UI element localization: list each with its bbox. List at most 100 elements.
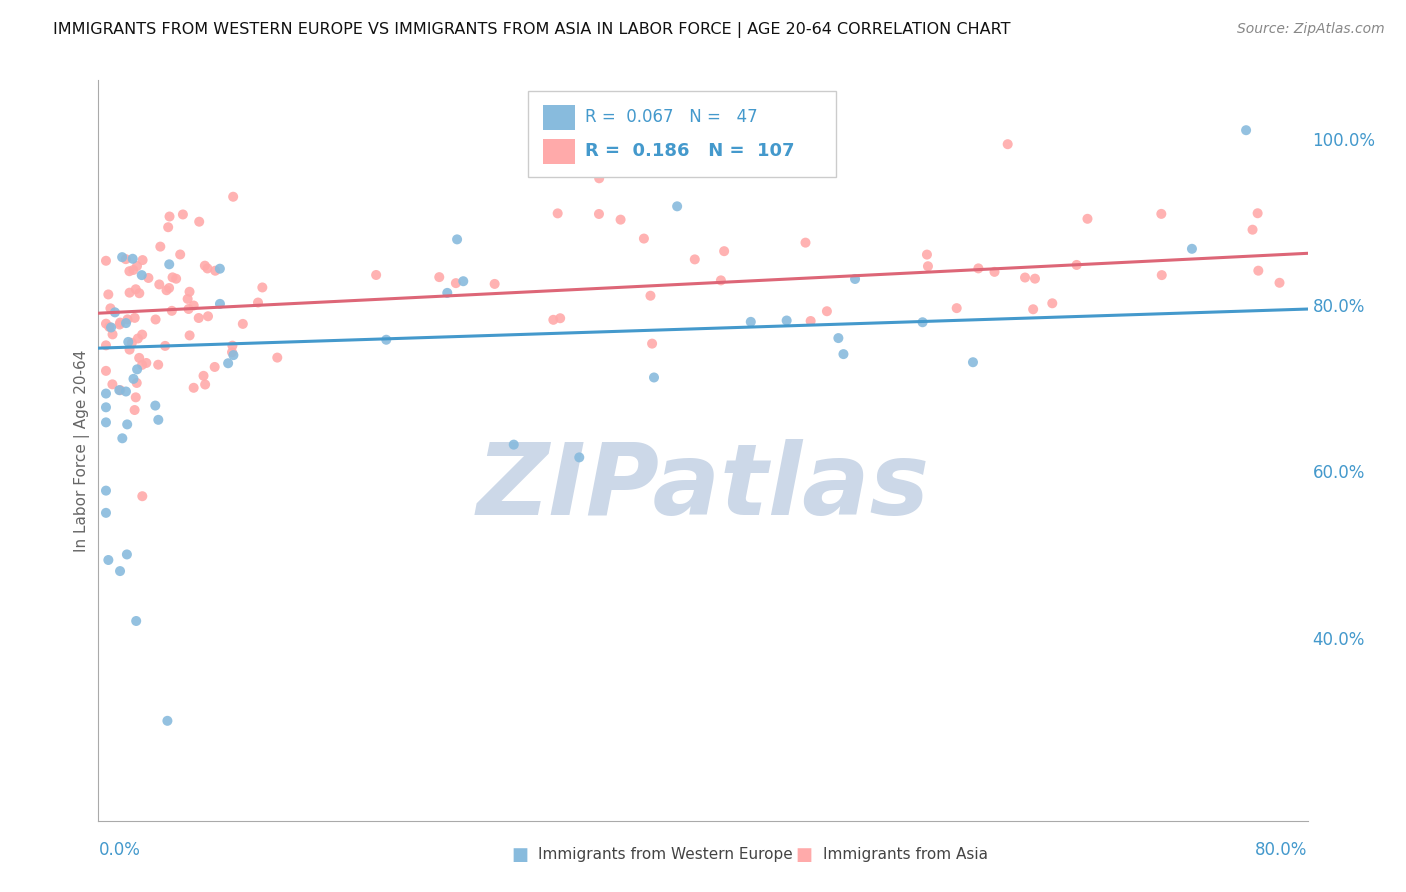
Point [157,257,180,271]
Point [101,327,124,342]
Point [125,376,148,390]
Point [94,364,117,378]
Point [100,301,122,316]
Point [98,319,121,334]
Point [588,171,610,186]
Point [143,399,166,413]
Point [194,377,217,392]
Point [108,564,131,578]
Point [97,553,120,567]
Point [641,336,664,351]
Point [157,220,180,235]
Point [609,212,631,227]
Point [713,244,735,259]
Point [794,235,817,250]
Point [122,372,145,386]
Point [125,614,148,628]
Point [117,334,139,349]
Point [232,317,254,331]
Point [117,312,139,326]
Point [366,268,388,282]
Point [131,489,153,503]
Point [945,301,967,315]
Point [962,355,984,369]
Text: 80.0%: 80.0% [1256,841,1308,859]
Point [1246,206,1268,220]
Point [183,381,205,395]
Bar [543,139,575,164]
Point [1150,268,1173,282]
Y-axis label: In Labor Force | Age 20-64: In Labor Force | Age 20-64 [75,350,90,551]
Point [177,301,200,316]
Point [484,277,506,291]
Point [444,276,467,290]
Point [94,401,117,415]
Point [451,274,474,288]
Point [1241,223,1264,237]
Point [145,312,167,326]
Point [222,348,245,362]
Point [115,384,138,399]
Point [118,264,141,278]
Point [160,303,183,318]
Point [149,239,172,253]
Point [179,328,201,343]
Point [179,285,201,299]
Point [172,207,194,221]
Point [683,252,706,267]
Point [148,277,170,292]
Point [208,261,231,276]
Point [188,215,211,229]
Point [827,331,849,345]
Point [159,210,181,224]
Point [94,416,117,430]
Text: Immigrants from Western Europe: Immigrants from Western Europe [538,847,793,862]
Point [94,317,117,331]
Point [176,292,198,306]
Point [115,417,138,432]
Point [131,268,153,282]
Point [633,231,655,245]
Text: IMMIGRANTS FROM WESTERN EUROPE VS IMMIGRANTS FROM ASIA IN LABOR FORCE | AGE 20-6: IMMIGRANTS FROM WESTERN EUROPE VS IMMIGR… [53,22,1011,38]
Point [124,310,146,325]
Point [127,362,149,376]
Point [666,199,689,213]
Point [162,270,184,285]
Text: R =  0.067   N =   47: R = 0.067 N = 47 [585,108,756,127]
Point [547,206,569,220]
Point [221,345,243,359]
Point [169,247,191,261]
Point [1014,270,1036,285]
Point [94,338,117,352]
Point [110,383,132,397]
Point [247,295,270,310]
Point [436,285,458,300]
Point [222,190,245,204]
Point [131,253,153,268]
Point [94,506,117,520]
Point [94,253,117,268]
Point [197,261,219,276]
Point [446,232,468,246]
Text: ZIPatlas: ZIPatlas [477,439,929,536]
Point [100,320,122,334]
Point [94,386,117,401]
Point [153,339,176,353]
Point [204,264,226,278]
Point [131,327,153,342]
Point [844,272,866,286]
Point [118,343,141,357]
Text: 0.0%: 0.0% [98,841,141,859]
Point [114,252,136,267]
Text: Immigrants from Asia: Immigrants from Asia [823,847,987,862]
Point [643,370,665,384]
Point [108,316,131,330]
Point [111,250,134,264]
Point [502,437,524,451]
Point [543,313,565,327]
Point [187,311,209,326]
Point [122,263,145,277]
Point [193,368,215,383]
Point [1181,242,1204,256]
Text: Source: ZipAtlas.com: Source: ZipAtlas.com [1237,22,1385,37]
